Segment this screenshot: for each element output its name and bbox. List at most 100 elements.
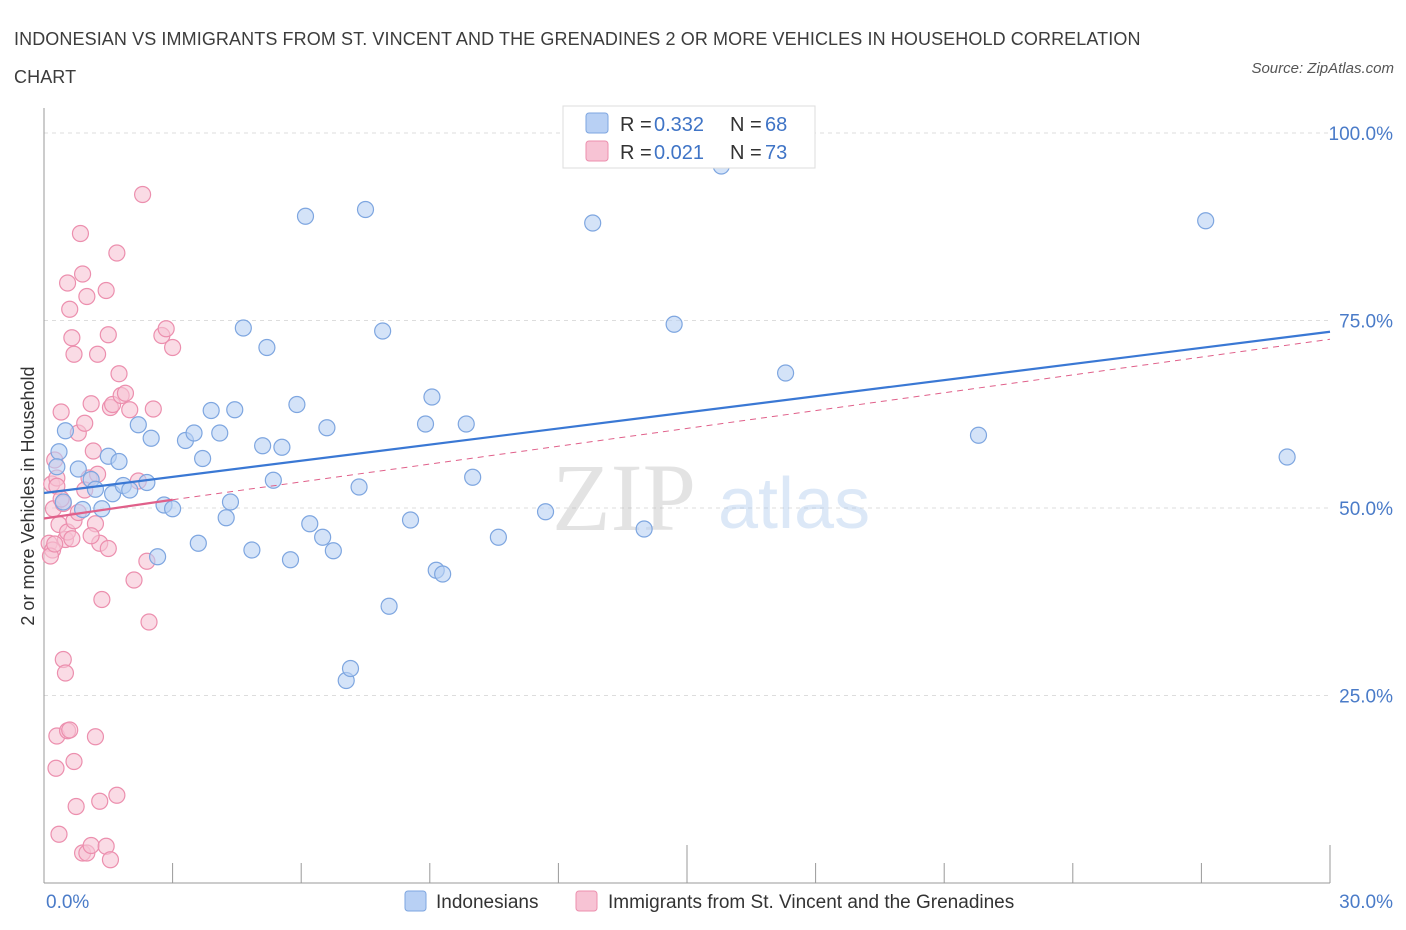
y-tick-label-25: 25.0% [1339,687,1393,708]
x-tick-label-max: 30.0% [1339,892,1393,913]
immigrants-point-37 [133,185,152,204]
immigrants-point-40 [144,400,162,418]
y-tick-label-100: 100.0% [1329,124,1394,145]
indonesians-point-15 [138,473,156,492]
indonesians-point-11 [110,452,128,471]
bottom-legend-swatch-pink [575,890,598,912]
indonesians-point-22 [189,534,207,552]
watermark: ZIP atlas [552,444,870,551]
indonesians-point-53 [457,415,475,433]
indonesians-point-16 [142,429,160,447]
indonesians-point-31 [254,437,272,455]
y-tick-label-75: 75.0% [1339,312,1393,333]
indonesians-point-57 [584,214,602,232]
immigrants-point-39 [140,613,158,631]
indonesians-point-45 [356,200,375,219]
immigrants-point-30 [108,244,126,262]
legend-r-value-1: 0.332 [654,114,704,136]
indonesians-point-64 [1278,448,1296,466]
indonesians-point-44 [350,478,368,496]
indonesians-point-19 [164,500,182,518]
immigrants-point-15 [71,224,90,243]
immigrants-point-70 [82,527,100,545]
indonesians-point-39 [314,528,332,546]
chart-title: INDONESIAN VS IMMIGRANTS FROM ST. VINCEN… [14,29,1141,87]
indonesians-point-52 [434,565,452,583]
indonesians-point-41 [324,542,342,560]
legend-n-label-1: N = [730,114,762,136]
indonesians-point-59 [665,315,683,333]
indonesians-point-36 [288,395,306,414]
immigrants-point-23 [88,345,107,363]
indonesians-point-3 [54,493,72,511]
legend-n-value-2: 73 [765,142,787,164]
x-axis-ticks [43,845,1331,883]
indonesians-point-35 [281,551,300,569]
indonesians-point-26 [217,509,235,527]
immigrants-point-60 [101,851,120,869]
indonesians-point-17 [148,548,167,566]
immigrants-trend-line [43,498,173,520]
indonesians-point-49 [416,415,435,433]
indonesians-point-37 [296,207,315,225]
immigrants-point-26 [97,281,115,300]
indonesians-point-38 [301,515,319,533]
indonesians-point-28 [226,401,244,419]
indonesians-point-56 [536,503,555,521]
bottom-legend-swatch-blue [404,890,427,912]
indonesians-point-33 [264,471,282,489]
indonesians-point-2 [48,458,66,476]
immigrants-point-66 [63,530,81,548]
immigrants-point-58 [91,792,109,810]
indonesians-point-62 [969,426,988,444]
immigrants-point-35 [125,571,143,589]
indonesians-point-0 [50,443,68,461]
series-immigrants-points [40,185,182,869]
immigrants-point-34 [121,401,139,419]
x-tick-label-min: 0.0% [46,892,89,913]
immigrants-point-45 [47,759,65,777]
indonesians-point-63 [1197,212,1215,230]
immigrants-point-13 [65,345,83,363]
watermark-zip: ZIP [552,444,696,551]
immigrants-point-62 [46,535,64,553]
immigrants-point-11 [61,300,79,318]
legend-n-value-1: 68 [765,114,787,136]
immigrants-point-56 [82,836,100,855]
indonesians-point-7 [86,480,105,498]
chart-source: Source: ZipAtlas.com [1251,60,1394,77]
immigrants-point-10 [58,274,77,292]
immigrants-point-7 [52,403,70,421]
immigrants-point-52 [65,752,83,771]
indonesians-point-4 [69,460,87,478]
indonesians-point-32 [258,338,276,357]
indonesians-point-55 [489,528,507,546]
indonesians-point-14 [129,416,147,434]
y-tick-labels: 25.0% 50.0% 75.0% 100.0% [1329,124,1394,708]
immigrants-point-61 [108,786,126,804]
indonesians-point-47 [380,597,398,615]
legend-r-value-2: 0.021 [654,142,704,164]
indonesians-point-21 [185,424,203,442]
indonesians-point-29 [234,319,252,337]
indonesians-trend-line [43,330,1331,495]
series-legend: Indonesians Immigrants from St. Vincent … [404,890,1014,913]
indonesians-point-24 [202,401,220,420]
immigrants-point-72 [99,539,117,558]
immigrants-point-27 [99,326,117,344]
immigrants-point-18 [78,287,96,306]
immigrants-point-21 [84,442,102,460]
legend-swatch-pink [585,140,609,162]
immigrants-point-12 [63,329,81,347]
immigrants-point-51 [61,721,79,739]
immigrants-point-17 [76,414,94,432]
immigrants-point-16 [73,265,92,283]
y-tick-label-50: 50.0% [1339,499,1393,520]
stats-legend: R = 0.332 N = 68 R = 0.021 N = 73 [562,105,816,169]
y-axis-label: 2 or more Vehicles in Household [18,366,38,625]
indonesians-point-50 [423,388,441,406]
immigrants-point-43 [164,338,182,357]
indonesians-point-34 [273,438,291,456]
immigrants-point-42 [157,320,175,338]
